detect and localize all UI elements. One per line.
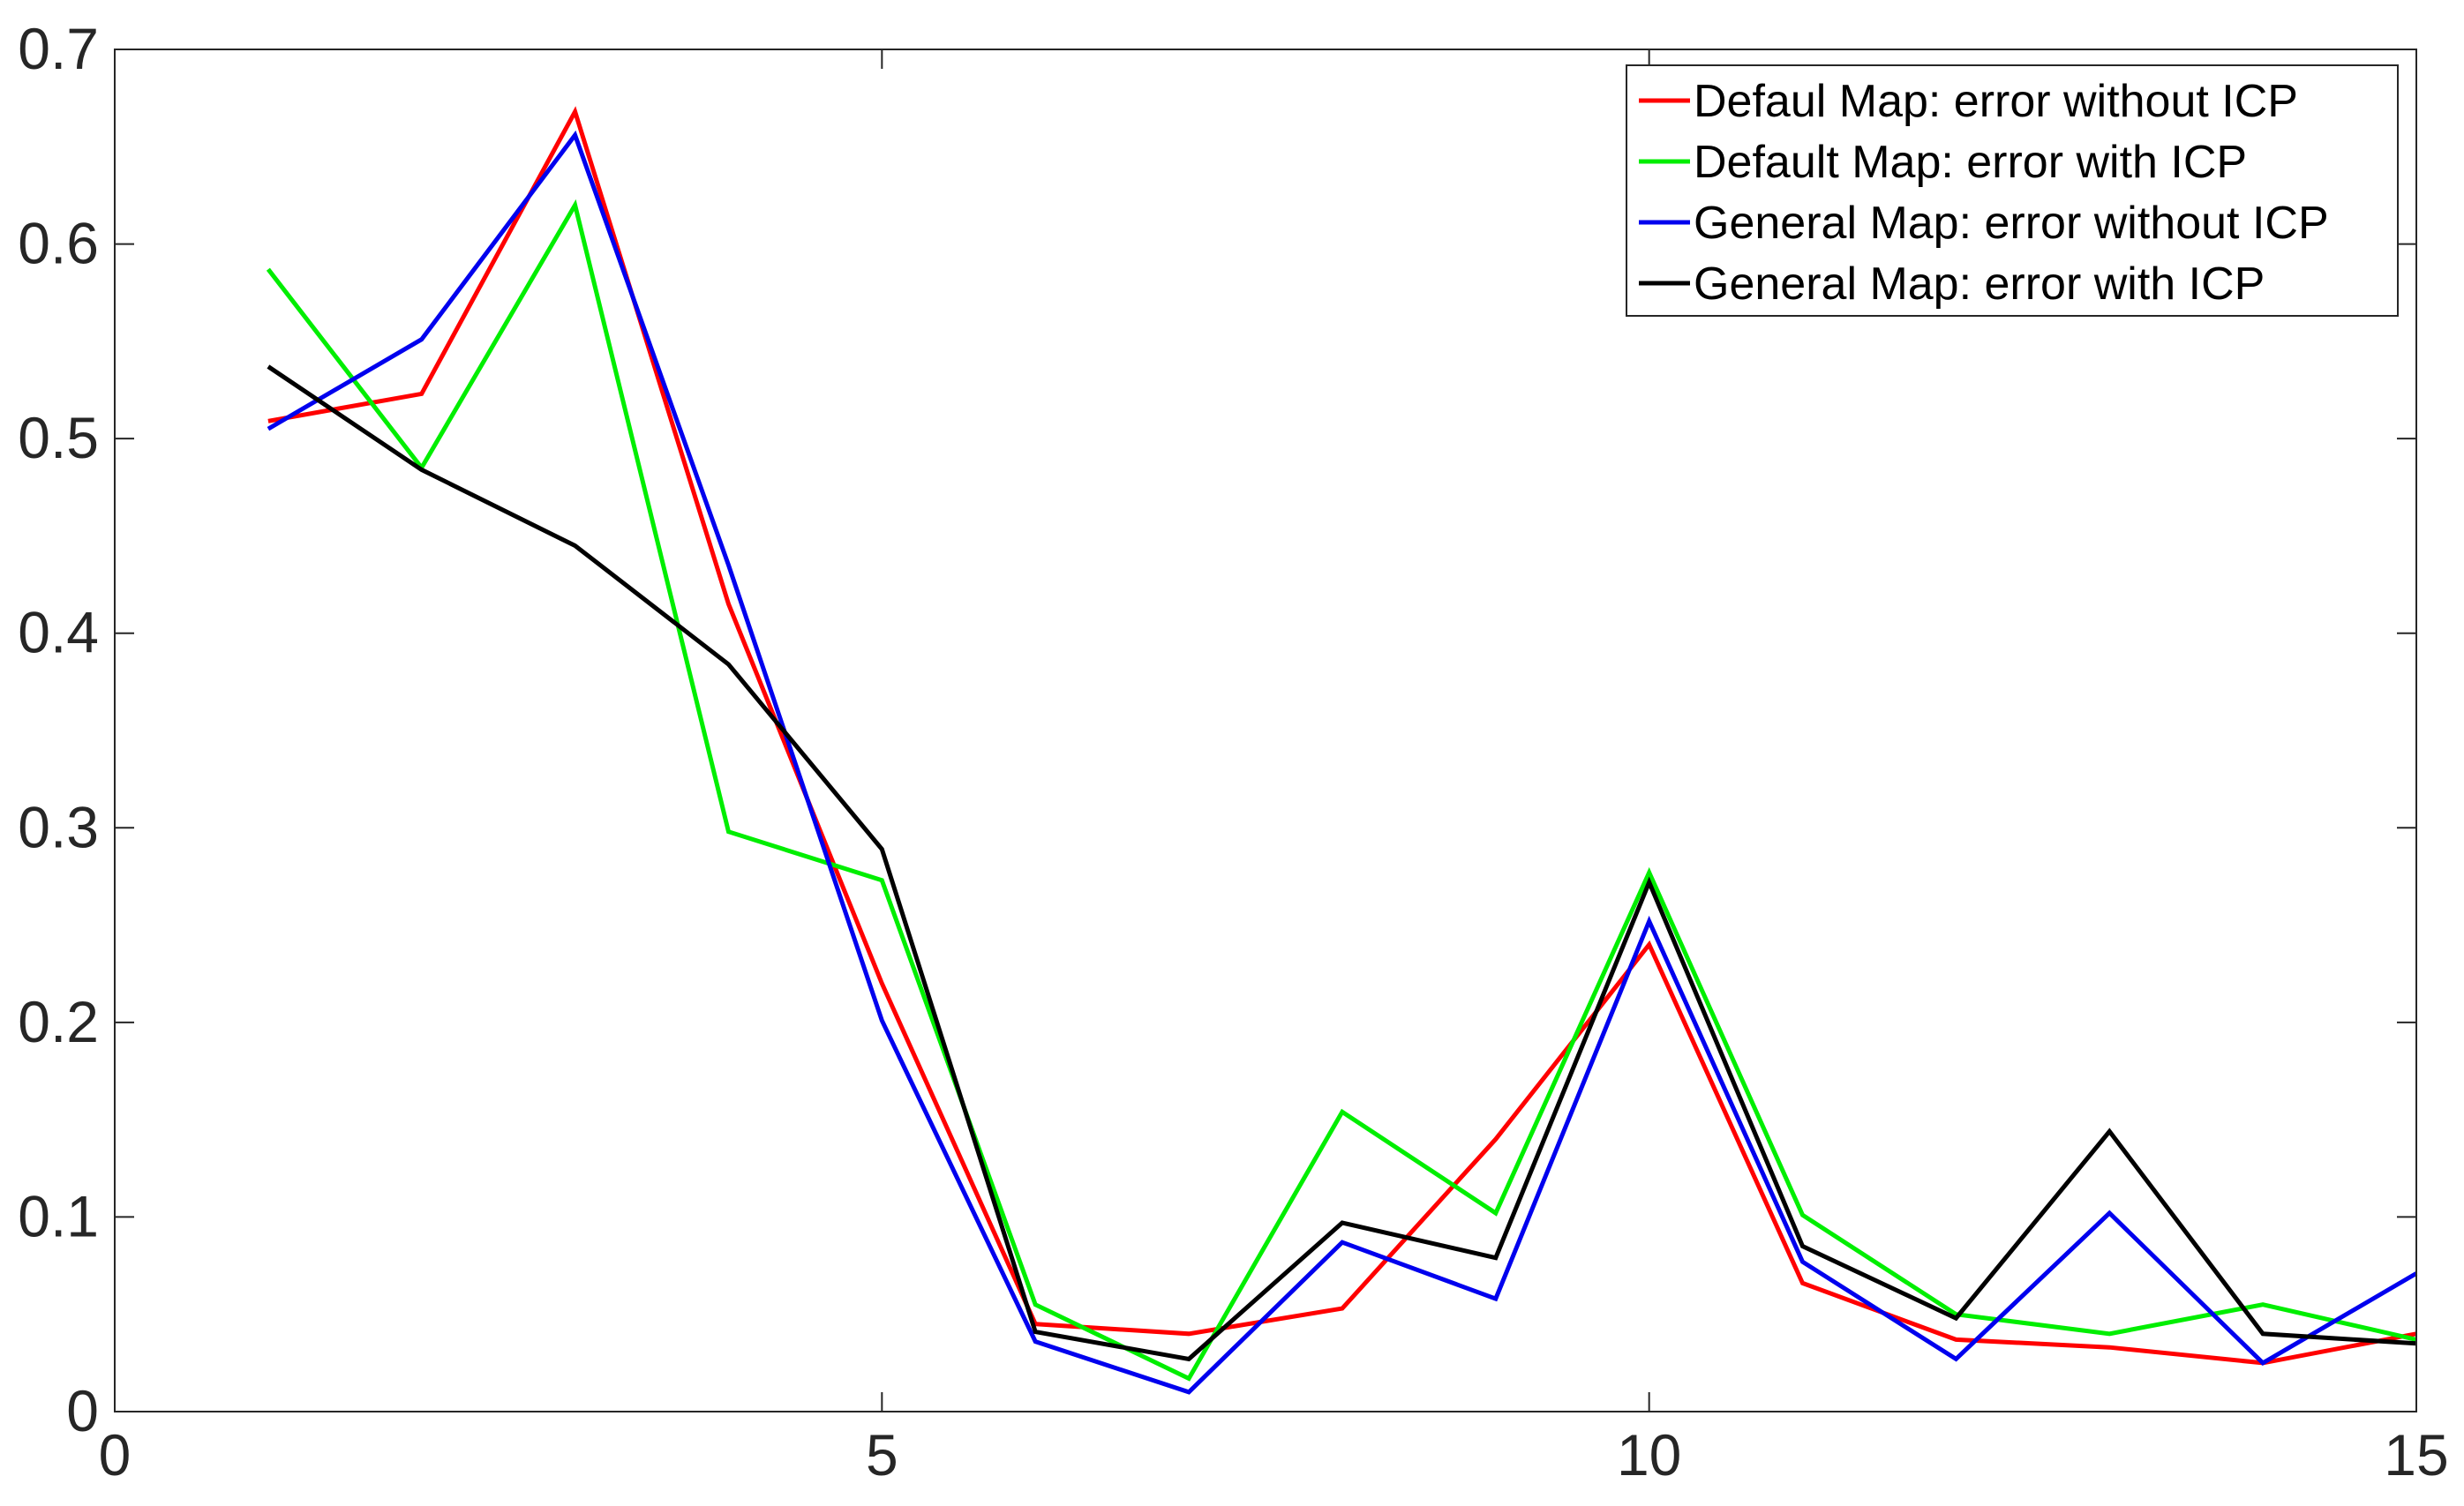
- y-tick-label: 0.2: [18, 989, 99, 1054]
- series-line-2: [266, 199, 2417, 1382]
- x-tick-label: 0: [99, 1422, 131, 1487]
- y-tick-label: 0.5: [18, 405, 99, 470]
- y-tick-label: 0.3: [18, 794, 99, 859]
- legend-label: General Map: error with ICP: [1694, 258, 2265, 310]
- x-tick-label: 15: [2384, 1422, 2448, 1487]
- series-line-4: [267, 364, 2417, 1362]
- series-lines: [266, 106, 2418, 1395]
- legend-box: [1626, 64, 2399, 317]
- axes-box: [114, 49, 2417, 1412]
- x-tick-label: 10: [1617, 1422, 1681, 1487]
- y-tick-label: 0.6: [18, 211, 99, 276]
- legend-label: Defaul Map: error without ICP: [1694, 76, 2298, 127]
- y-tick-label: 0.7: [18, 16, 99, 81]
- legend: Defaul Map: error without ICP Default Map…: [1626, 64, 2399, 317]
- legend-label: General Map: error without ICP: [1694, 198, 2329, 249]
- y-tick-label: 0: [66, 1378, 99, 1443]
- series-line-3: [267, 130, 2418, 1395]
- legend-label: Default Map: error with ICP: [1694, 137, 2247, 188]
- y-tick-label: 0.4: [18, 600, 99, 665]
- x-tick-label: 5: [866, 1422, 898, 1487]
- y-tick-label: 0.1: [18, 1183, 99, 1248]
- axes: 0 5 10 15 0 0.1 0.2 0.3 0.4 0.5 0.6 0.7: [18, 16, 2448, 1487]
